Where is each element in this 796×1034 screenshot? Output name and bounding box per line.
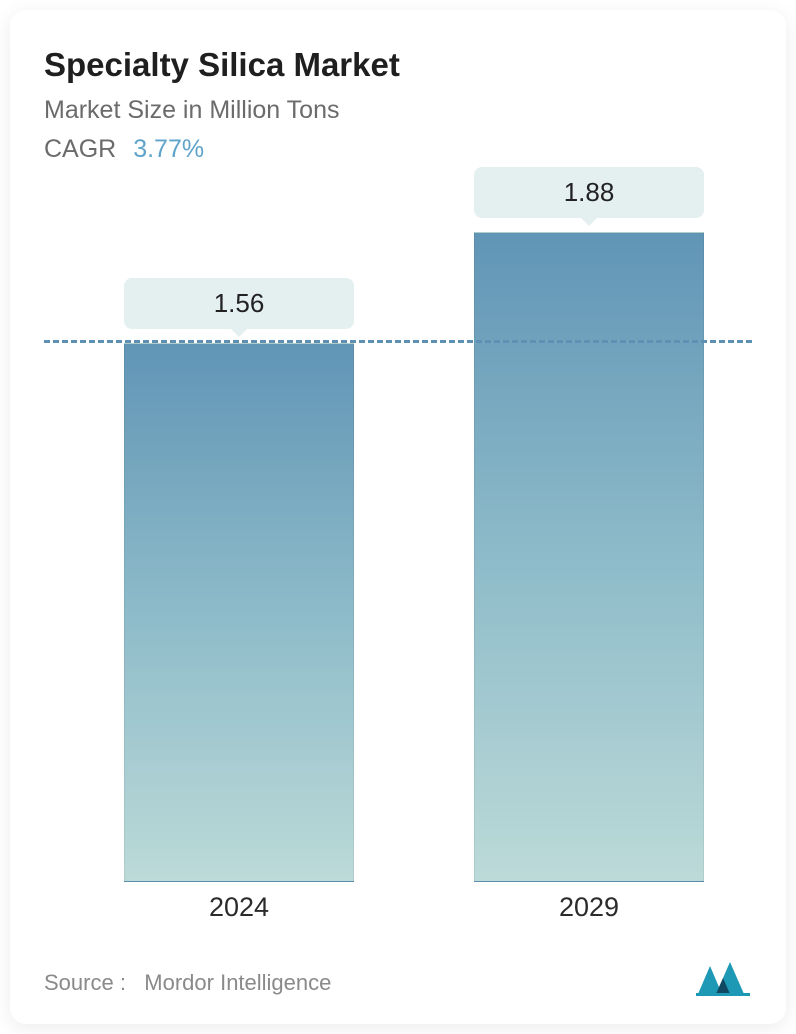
bar-fill-2029	[474, 232, 704, 882]
chart-card: Specialty Silica Market Market Size in M…	[10, 10, 786, 1024]
bars-wrap: 1.56 1.88	[44, 192, 752, 882]
cagr-value: 3.77%	[133, 135, 204, 163]
value-badge-2024: 1.56	[124, 278, 354, 329]
x-axis-labels: 2024 2029	[44, 892, 752, 932]
cagr-label: CAGR	[44, 135, 116, 163]
source-name: Mordor Intelligence	[144, 970, 331, 995]
bar-2029: 1.88	[474, 232, 704, 882]
source-text: Source : Mordor Intelligence	[44, 970, 331, 996]
value-badge-2029: 1.88	[474, 167, 704, 218]
bar-2024: 1.56	[124, 343, 354, 882]
chart-zone: 1.56 1.88 2024 2029	[44, 192, 752, 942]
chart-subtitle: Market Size in Million Tons	[44, 96, 752, 125]
footer: Source : Mordor Intelligence	[44, 960, 752, 996]
source-label: Source :	[44, 970, 126, 995]
bar-fill-2024	[124, 343, 354, 882]
x-label-2029: 2029	[474, 892, 704, 923]
chart-title: Specialty Silica Market	[44, 46, 752, 84]
x-label-2024: 2024	[124, 892, 354, 923]
brand-logo-icon	[696, 960, 752, 996]
reference-line	[44, 340, 752, 343]
cagr-row: CAGR 3.77%	[44, 135, 752, 164]
